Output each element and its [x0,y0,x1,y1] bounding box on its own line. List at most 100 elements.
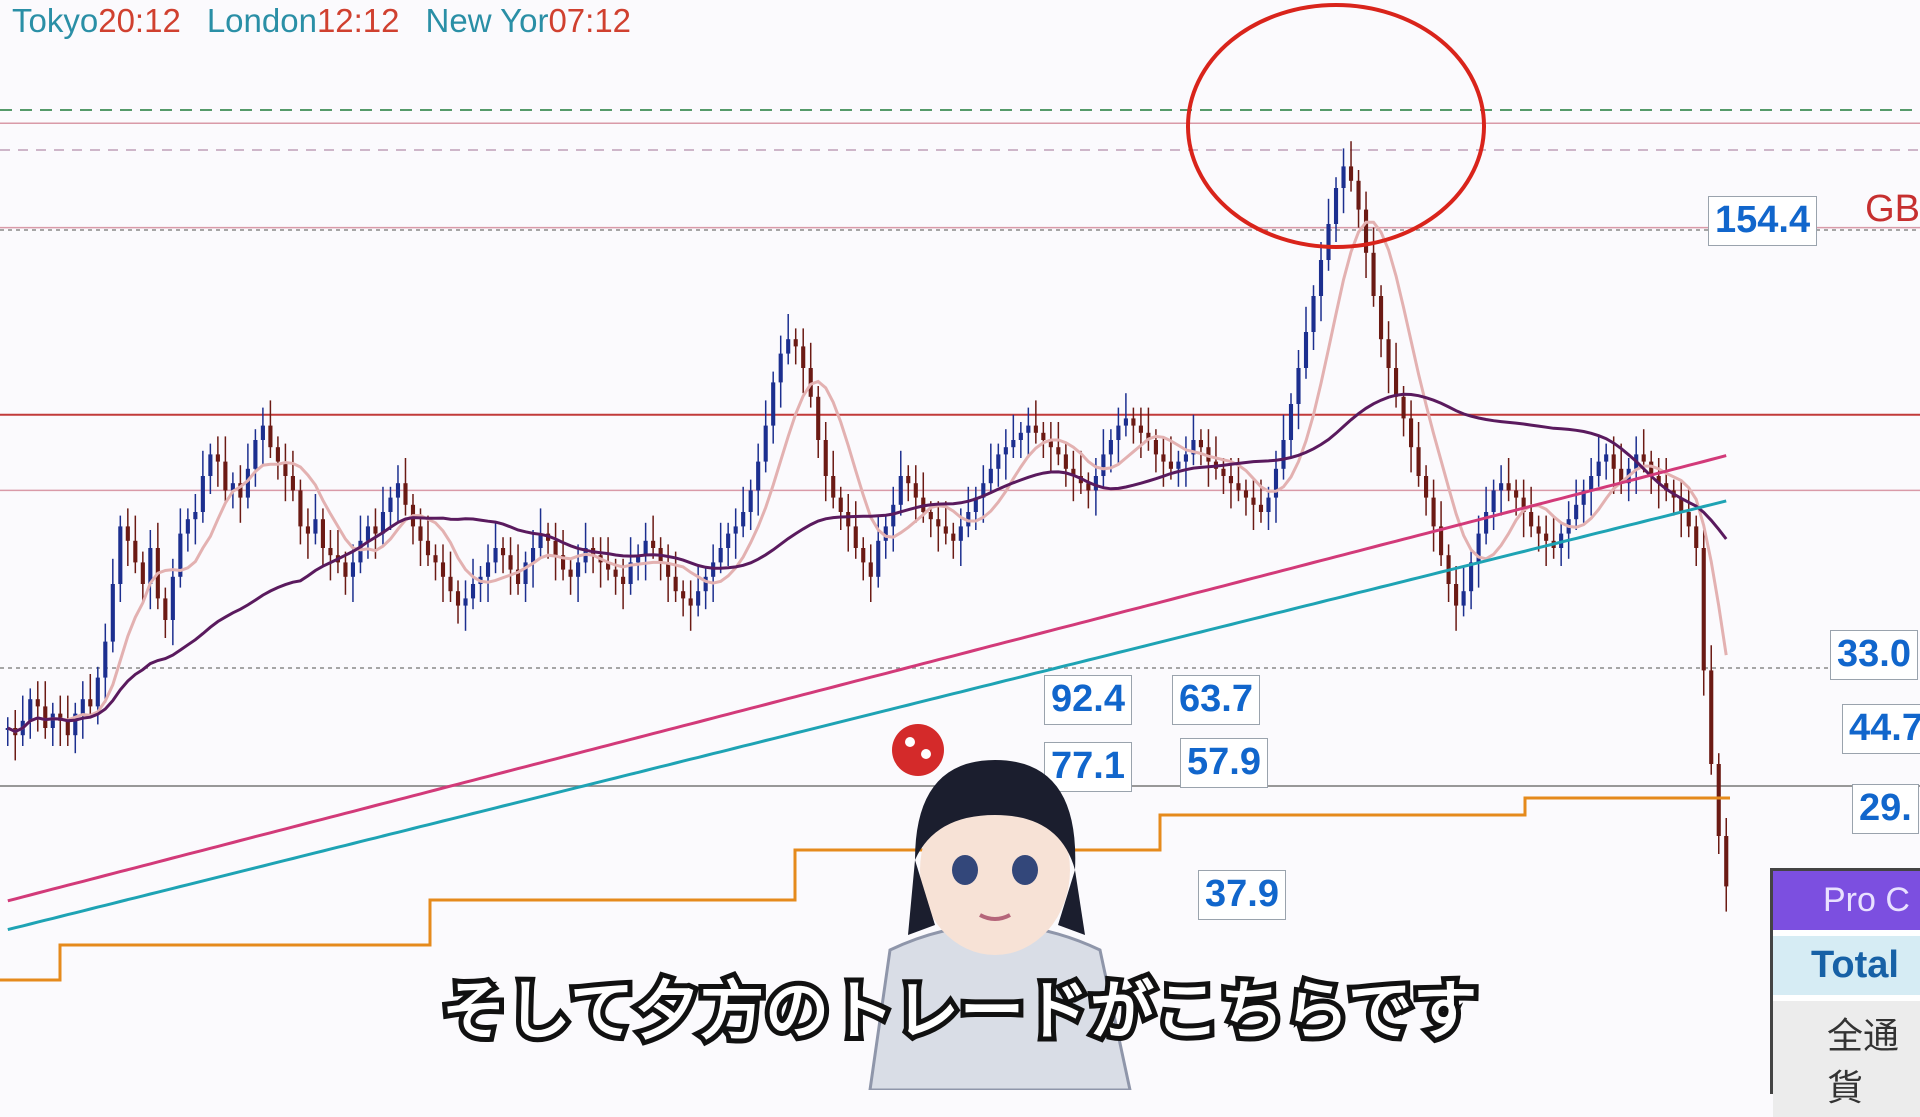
candle-body [223,461,228,491]
panel-total: Total [1773,936,1920,995]
candle-body [1063,454,1068,469]
candle-body [561,555,566,570]
candle-body [628,562,633,584]
candle-body [208,454,213,476]
pip-label-top: 154.4 [1708,196,1818,246]
candle-body [1416,447,1421,476]
candle-body [275,447,280,462]
pip-label-mid-4: 57.9 [1180,738,1268,788]
candle-body [185,519,190,534]
candle-body [1108,440,1113,455]
session-clock-bar: Tokyo20:12 London12:12 New Yor07:12 [12,2,631,40]
candle-body [1461,591,1466,606]
candle-body [395,483,401,498]
candle-body [1401,396,1406,419]
pip-label-right-1: 33.0 [1830,630,1918,680]
candle-body [636,555,641,563]
ma-mid-line [7,392,1728,734]
candle-body [1611,454,1616,469]
candle-body [425,540,431,556]
candle-body [320,519,325,548]
candle-body [1679,497,1684,512]
candle-body [35,699,40,707]
candle-body [613,569,618,577]
candle-body [1574,504,1579,520]
candle-body [260,425,265,440]
candle-body [523,562,528,584]
candle-body [1393,368,1399,397]
candle-body [763,425,768,462]
candle-body [1386,339,1391,368]
candle-body [1536,526,1541,534]
candle-body [58,713,63,721]
candle-body [898,476,903,505]
candle-body [1168,461,1173,469]
candle-body [883,526,888,541]
candle-body [433,555,438,563]
candle-body [1011,440,1016,448]
candle-body [170,576,175,620]
candle-body [733,526,738,534]
candle-body [328,548,333,556]
candle-body [238,483,243,498]
candle-body [771,382,776,426]
candle-body [350,562,356,577]
candle-body [576,562,581,577]
candle-body [440,562,446,577]
candle-body [913,483,918,498]
candle-body [133,540,138,563]
candle-body [553,540,558,556]
candle-body [215,454,220,462]
candle-body [140,562,145,584]
candle-body [1409,418,1414,448]
pip-label-low: 37.9 [1198,870,1286,920]
candle-body [1694,526,1699,548]
candle-body [515,569,521,584]
candle-body [861,548,866,563]
candle-body [305,526,310,534]
candle-body [1303,332,1309,368]
candle-body [110,584,115,642]
candle-body [148,548,153,584]
candle-body [388,497,393,512]
candle-body [681,591,686,599]
candle-body [1041,432,1046,440]
candle-body [1281,440,1286,469]
candle-body [1716,764,1721,836]
candle-body [1183,454,1188,462]
candle-body [418,526,423,541]
candle-body [786,339,791,354]
candle-body [891,504,896,527]
candle-body [808,368,813,397]
candle-body [1596,461,1601,476]
candle-body [65,720,70,736]
candle-body [1484,512,1489,534]
session-london: London12:12 [206,2,400,39]
candle-body [1424,476,1429,498]
candle-body [73,713,78,736]
candle-body [1469,562,1474,592]
candle-body [936,519,941,527]
candle-body [358,540,363,563]
pip-label-right-3: 29. [1852,784,1919,834]
candle-body [1686,512,1691,527]
candle-body [95,677,100,707]
candle-body [831,476,836,498]
step-line [0,796,1730,982]
ma-fast-line [7,220,1728,734]
candle-body [290,476,295,491]
candle-body [1228,476,1234,484]
candle-body [200,476,205,512]
candle-body [1709,670,1714,764]
pip-label-mid-1: 92.4 [1044,675,1132,725]
candle-body [823,440,828,476]
candle-body [688,598,693,606]
pip-label-mid-2: 63.7 [1172,675,1260,725]
candle-body [853,526,858,548]
candle-body [163,598,168,620]
candle-body [1371,252,1376,296]
candle-body [1161,454,1166,462]
candle-body [1649,461,1654,476]
candle-body [313,519,318,534]
currency-pair-label: GB [1865,188,1920,230]
